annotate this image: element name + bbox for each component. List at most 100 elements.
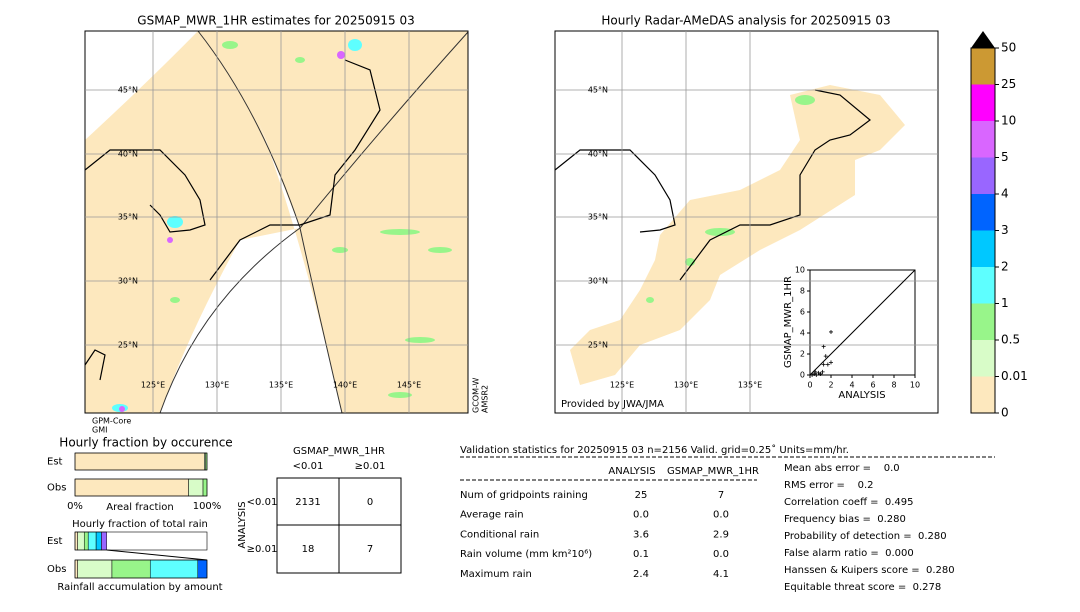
x-tick-label: 2 [828, 381, 833, 390]
lon-label: 135°E [269, 381, 293, 390]
row-label: Est [47, 536, 63, 547]
contingency-table: GSMAP_MWR_1HR <0.01 ≥0.01 ANALYSIS <0.01… [237, 446, 402, 574]
stat-value: 3.6 [633, 529, 649, 540]
lon-label: 145°E [397, 381, 421, 390]
y-tick-label: 4 [800, 329, 805, 338]
stat-label: Num of gridpoints raining [460, 490, 588, 501]
bar-segment [77, 531, 85, 551]
col-label: <0.01 [293, 461, 324, 472]
bar-segment [95, 531, 102, 551]
bar-segment [74, 452, 205, 471]
point [823, 354, 828, 359]
col-header: GSMAP_MWR_1HR [667, 466, 759, 477]
colorbar-label: 4 [1001, 187, 1009, 201]
bar-segment [188, 478, 204, 497]
colorbar-band [971, 340, 995, 377]
stat-label: Maximum rain [460, 569, 532, 580]
colorbar-band [971, 157, 995, 194]
lon-label: 125°E [141, 381, 165, 390]
colorbar-label: 2 [1001, 260, 1009, 274]
credit: Provided by JWA/JMA [561, 399, 664, 410]
lat-label: 35°N [588, 213, 608, 222]
score: False alarm ratio = 0.000 [784, 548, 914, 559]
x-tick-label: 0% [67, 501, 83, 512]
stat-value: 25 [635, 490, 648, 501]
colorbar-label: 25 [1001, 77, 1016, 91]
x-label: ANALYSIS [838, 390, 885, 401]
stat-value: 7 [718, 490, 724, 501]
lat-label: 30°N [588, 277, 608, 286]
x-tick-label: 6 [870, 381, 875, 390]
stat-value: 0.0 [713, 549, 729, 560]
point [816, 370, 821, 375]
lat-label: 25°N [588, 341, 608, 350]
lon-label: 130°E [205, 381, 229, 390]
colorbar-label: 3 [1001, 223, 1009, 237]
row-label: Est [47, 457, 63, 468]
bar-segment [111, 559, 151, 579]
point [820, 369, 825, 374]
lat-label: 35°N [118, 213, 138, 222]
point [821, 344, 826, 349]
lat-label: 30°N [118, 277, 138, 286]
point [814, 373, 819, 377]
bar-segment [149, 559, 199, 579]
colorbar-band [971, 84, 995, 121]
score: Equitable threat score = 0.278 [784, 582, 941, 593]
colorbar-label: 0.5 [1001, 333, 1020, 347]
score: Correlation coeff = 0.495 [784, 497, 914, 508]
stat-value: 0.0 [713, 510, 729, 521]
score: Mean abs error = 0.0 [784, 463, 900, 474]
cell: 0 [367, 497, 373, 508]
colorbar-band [971, 376, 995, 413]
point [812, 371, 817, 376]
cell: 18 [302, 544, 315, 555]
colorbar-label: 0.01 [1001, 369, 1028, 383]
y-tick-label: 2 [800, 350, 805, 359]
sensor-label: AMSR2 [481, 385, 490, 413]
row-label: Obs [47, 483, 66, 494]
point [825, 362, 830, 367]
diagonal [809, 269, 916, 376]
col-label: ≥0.01 [355, 461, 386, 472]
bar-segment [83, 531, 89, 551]
y-tick-label: 10 [795, 266, 805, 275]
y-label: GSMAP_MWR_1HR [783, 276, 794, 368]
row-label: ≥0.01 [247, 544, 278, 555]
colorbar-label: 5 [1001, 150, 1009, 164]
lat-label: 40°N [588, 150, 608, 159]
y-tick-label: 6 [800, 308, 805, 317]
colorbar-band [971, 303, 995, 340]
table-title: GSMAP_MWR_1HR [293, 446, 385, 457]
cell: 2131 [295, 497, 320, 508]
sensor-label: GCOM-W [472, 377, 481, 413]
col-header: ANALYSIS [608, 466, 655, 477]
x-tick-label: 10 [910, 381, 920, 390]
lat-label: 40°N [118, 150, 138, 159]
stat-label: Rain volume (mm km²10⁶) [460, 549, 592, 560]
score: RMS error = 0.2 [784, 480, 874, 491]
bar-segment [87, 531, 97, 551]
map-title: Hourly Radar-AMeDAS analysis for 2025091… [601, 14, 890, 28]
row-label: Obs [47, 564, 66, 575]
sensor-label: GPM-Core [92, 417, 131, 426]
bar-segment [74, 478, 189, 497]
x-tick-label: 0 [807, 381, 812, 390]
point [829, 360, 833, 365]
lon-label: 125°E [610, 381, 634, 390]
lon-label: 130°E [674, 381, 698, 390]
point [813, 369, 818, 374]
y-tick-label: 8 [800, 287, 805, 296]
bar-frame [74, 531, 208, 551]
connector [106, 549, 208, 561]
colorbar-extend [971, 31, 995, 48]
map-title: GSMAP_MWR_1HR estimates for 20250915 03 [137, 14, 414, 28]
bar-segment [74, 559, 78, 579]
bar-frame [74, 478, 208, 497]
stat-label: Average rain [460, 510, 524, 521]
x-tick-label: 100% [193, 501, 222, 512]
lon-label: 135°E [738, 381, 762, 390]
colorbar-label: 1 [1001, 296, 1009, 310]
lat-label: 45°N [118, 86, 138, 95]
